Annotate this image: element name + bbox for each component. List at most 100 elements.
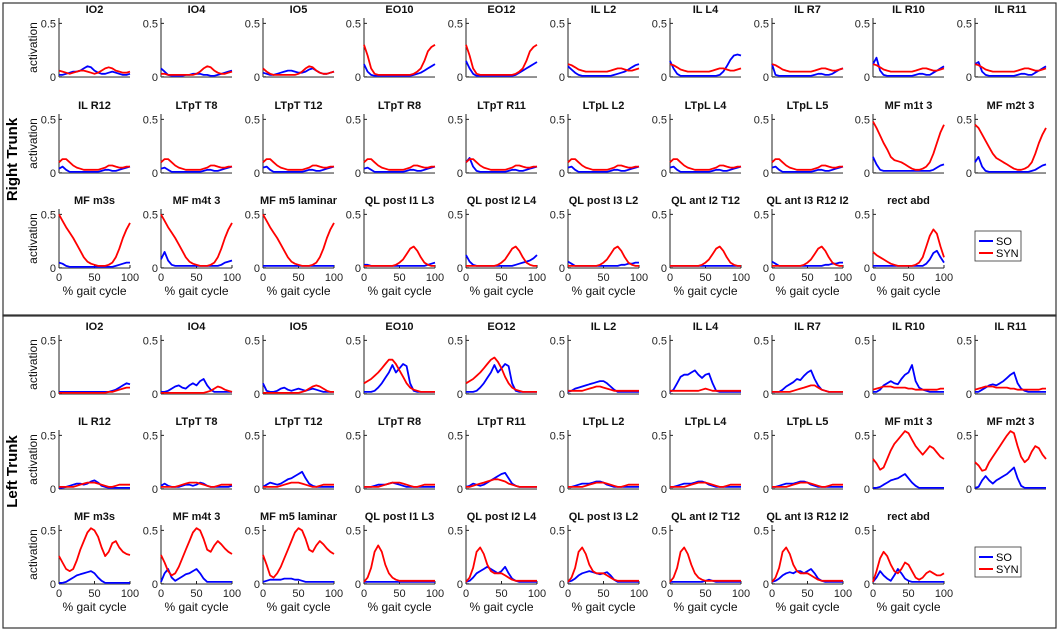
series-syn-line: [872, 63, 945, 73]
series-syn-line: [59, 481, 130, 488]
y-tick-label: 0: [763, 389, 769, 401]
x-tick-label: 50: [495, 588, 507, 600]
y-tick-label: 0.5: [855, 209, 870, 221]
y-tick-label: 0.5: [448, 18, 463, 30]
subplot-title: MF m3s: [74, 511, 115, 523]
y-axis-label: activation: [26, 339, 40, 390]
x-tick-label: 0: [158, 272, 164, 284]
x-tick-label: 0: [56, 588, 62, 600]
y-tick-label: 0: [661, 389, 667, 401]
series-syn-line: [363, 544, 435, 583]
y-tick-label: 0: [50, 263, 56, 275]
y-tick-label: 0: [661, 168, 667, 180]
subplot-title: MF m2t 3: [987, 100, 1035, 112]
subplot: MF m5 laminar 0 0.5 0 50 100% gait cycle: [245, 195, 343, 298]
x-tick-label: 0: [56, 272, 62, 284]
series-syn-line: [465, 44, 538, 76]
x-tick-label: 0: [260, 272, 266, 284]
legend-frame: [974, 546, 1022, 578]
subplot: EO12 0 0.5: [448, 4, 538, 84]
y-tick-label: 0: [763, 168, 769, 180]
y-tick-label: 0: [864, 72, 870, 84]
subplot: EO10 0 0.5: [346, 4, 436, 84]
y-tick-label: 0: [864, 389, 870, 401]
subplot: IL L2 0 0.5: [550, 4, 640, 84]
series-so-line: [160, 568, 232, 583]
y-tick-label: 0: [763, 263, 769, 275]
subplot-title: IL R10: [892, 4, 925, 16]
subplot: MF m4t 3 0 0.5 0 50 100% gait cycle: [143, 511, 241, 614]
subplot-title: QL ant I2 T12: [671, 511, 740, 523]
y-tick-label: 0.5: [245, 430, 260, 442]
subplot: LTpL L5 0 0.5: [754, 416, 843, 496]
y-axis-label: activation: [26, 529, 40, 580]
x-axis-label: % gait cycle: [775, 600, 839, 614]
subplot-title: QL post I1 L3: [365, 195, 434, 207]
series-syn-line: [160, 213, 233, 267]
subplot-title: LTpT R8: [378, 100, 421, 112]
y-tick-label: 0.5: [346, 209, 361, 221]
series-so-line: [771, 63, 844, 77]
y-tick-label: 0.5: [550, 525, 565, 537]
series-syn-line: [568, 245, 639, 267]
series-syn-line: [772, 245, 843, 267]
y-tick-label: 0.5: [550, 335, 565, 347]
x-tick-label: 0: [667, 588, 673, 600]
subplot-title: IO2: [86, 321, 104, 333]
subplot: LTpT R8 0 0.5: [346, 100, 436, 180]
x-tick-label: 100: [630, 588, 648, 600]
y-tick-label: 0.5: [550, 430, 565, 442]
subplot-title: EO10: [385, 321, 413, 333]
x-tick-label: 0: [260, 588, 266, 600]
legend-label: SYN: [996, 564, 1019, 576]
y-tick-label: 0: [50, 484, 56, 496]
subplot-title: MF m4t 3: [173, 195, 221, 207]
subplot-title: IL R7: [794, 321, 821, 333]
y-tick-label: 0: [864, 579, 870, 591]
subplot-title: QL post I3 L2: [569, 195, 638, 207]
legend-label: SO: [996, 236, 1012, 248]
y-tick-label: 0: [457, 72, 463, 84]
series-syn-line: [58, 158, 130, 171]
subplot: MF m1t 3 0 0.5: [855, 100, 945, 180]
series-syn-line: [263, 384, 334, 394]
x-tick-label: 100: [834, 272, 852, 284]
y-tick-label: 0.5: [652, 18, 667, 30]
subplot-title: QL post I2 L4: [467, 195, 537, 207]
subplot: IO4 0 0.5: [143, 4, 233, 84]
x-tick-label: 100: [732, 272, 750, 284]
y-tick-label: 0.5: [143, 18, 158, 30]
series-so-line: [974, 61, 1047, 77]
subplot: IL L2 0 0.5: [550, 321, 639, 401]
y-tick-label: 0.5: [957, 430, 972, 442]
y-tick-label: 0.5: [346, 430, 361, 442]
subplot-title: IL R10: [892, 321, 925, 333]
y-tick-label: 0: [966, 389, 972, 401]
series-syn-line: [466, 478, 537, 488]
section-label: Left Trunk: [4, 435, 21, 508]
subplot-title: LTpL L5: [787, 100, 829, 112]
series-so-line: [771, 568, 843, 583]
x-tick-label: 50: [292, 588, 304, 600]
subplot: MF m2t 3 0 0.5: [957, 416, 1047, 496]
x-tick-label: 0: [769, 588, 775, 600]
x-tick-label: 100: [426, 588, 444, 600]
subplot: LTpL L5 0 0.5: [754, 100, 844, 180]
x-tick-label: 50: [699, 588, 711, 600]
y-tick-label: 0.5: [652, 209, 667, 221]
x-tick-label: 0: [463, 272, 469, 284]
y-tick-label: 0.5: [448, 335, 463, 347]
series-so-line: [974, 155, 1047, 173]
y-tick-label: 0.5: [346, 525, 361, 537]
subplot-title: MF m5 laminar: [260, 511, 338, 523]
series-syn-line: [465, 546, 537, 583]
subplot: QL ant I2 T12 0 0.5 0 50 100% gait cycle: [652, 195, 750, 298]
x-tick-label: 100: [121, 588, 139, 600]
x-axis-label: % gait cycle: [62, 284, 126, 298]
y-axis-label: activation: [26, 22, 40, 73]
x-tick-label: 100: [223, 588, 241, 600]
y-tick-label: 0: [661, 484, 667, 496]
series-syn-line: [161, 385, 233, 394]
y-tick-label: 0: [661, 72, 667, 84]
x-tick-label: 0: [565, 272, 571, 284]
